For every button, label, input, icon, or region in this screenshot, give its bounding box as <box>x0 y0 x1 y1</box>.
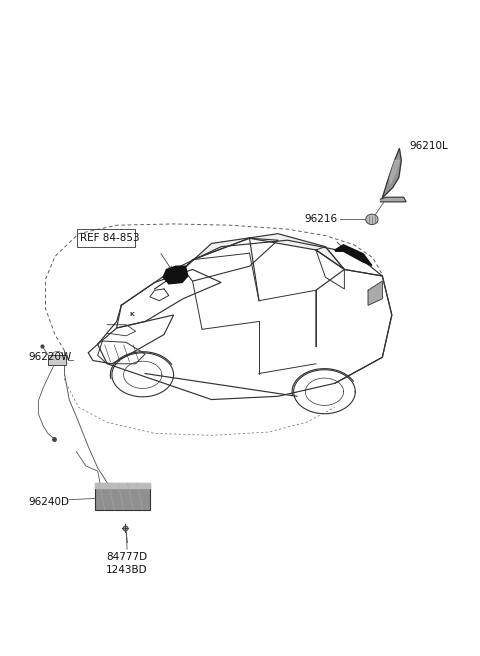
Polygon shape <box>383 148 401 198</box>
Polygon shape <box>389 160 399 184</box>
Polygon shape <box>163 266 188 284</box>
Text: 96210L: 96210L <box>410 141 449 151</box>
Text: 96240D: 96240D <box>29 497 70 507</box>
Ellipse shape <box>366 214 378 224</box>
Polygon shape <box>96 483 150 488</box>
Text: 1243BD: 1243BD <box>106 565 148 575</box>
Text: 84777D: 84777D <box>107 552 148 562</box>
FancyBboxPatch shape <box>96 483 150 510</box>
Text: 96220W: 96220W <box>29 352 72 362</box>
FancyBboxPatch shape <box>48 355 66 365</box>
Polygon shape <box>183 234 344 270</box>
Polygon shape <box>335 245 372 266</box>
Text: K: K <box>130 312 134 318</box>
Text: 96216: 96216 <box>305 214 338 224</box>
Polygon shape <box>381 197 406 202</box>
Text: REF 84-853: REF 84-853 <box>80 234 140 243</box>
Polygon shape <box>368 281 383 305</box>
